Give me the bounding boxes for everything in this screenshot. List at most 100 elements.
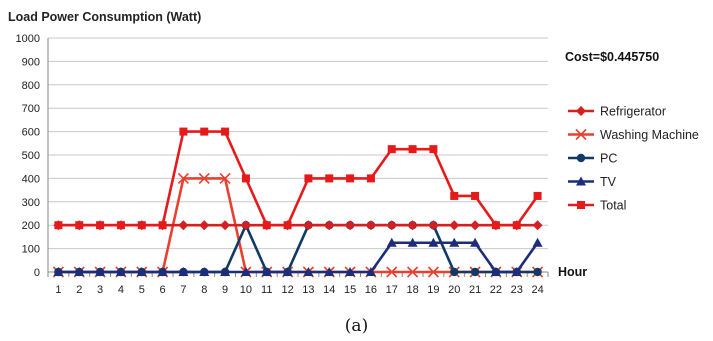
- legend-marker: [576, 153, 586, 163]
- data-point-total: [450, 191, 459, 200]
- data-point-total: [137, 221, 146, 230]
- data-point-total: [387, 145, 396, 154]
- marker-stroke: [407, 266, 419, 278]
- data-point-refrigerator: [532, 220, 543, 231]
- data-point-refrigerator: [428, 220, 439, 231]
- data-point-refrigerator: [324, 220, 335, 231]
- x-tick-label: 7: [180, 284, 186, 296]
- marker-stroke: [386, 266, 398, 278]
- data-point-tv: [470, 237, 481, 247]
- y-tick-label: 100: [22, 244, 40, 256]
- data-point-washing-machine: [407, 266, 419, 278]
- data-point-pc: [533, 267, 542, 277]
- x-tick-label: 11: [261, 284, 272, 296]
- figure-caption: (a): [344, 316, 369, 336]
- data-point-tv: [303, 267, 314, 276]
- data-point-tv: [53, 267, 64, 276]
- data-point-total: [221, 127, 230, 136]
- data-point-refrigerator: [407, 220, 418, 231]
- data-point-refrigerator: [303, 220, 314, 231]
- chart-title: Load Power Consumption (Watt): [8, 10, 202, 24]
- x-tick-label: 24: [531, 284, 543, 296]
- data-point-washing-machine: [427, 266, 439, 278]
- y-tick-label: 1000: [16, 33, 40, 45]
- legend-label: TV: [600, 175, 617, 189]
- x-tick-label: 15: [344, 284, 356, 296]
- series-tv: [53, 237, 543, 276]
- data-point-tv: [136, 267, 147, 276]
- legend-marker: [576, 176, 586, 186]
- data-point-total: [304, 174, 313, 183]
- data-point-total: [366, 174, 375, 183]
- data-point-tv: [511, 267, 522, 276]
- data-point-tv: [324, 267, 335, 276]
- y-tick-label: 200: [22, 220, 40, 232]
- data-point-washing-machine: [219, 172, 231, 184]
- x-tick-label: 6: [160, 284, 166, 296]
- data-point-refrigerator: [220, 220, 231, 231]
- y-tick-label: 700: [22, 103, 40, 115]
- x-tick-label: 17: [386, 284, 398, 296]
- data-point-tv: [95, 267, 106, 276]
- data-point-total: [408, 145, 417, 154]
- data-point-tv: [199, 267, 210, 276]
- legend: Refrigerator Washing Machine PC TV Total: [568, 105, 699, 213]
- data-point-total: [491, 221, 500, 230]
- y-tick-label: 600: [22, 127, 40, 139]
- y-tick-label: 400: [22, 173, 40, 185]
- y-tick-label: 0: [34, 267, 40, 279]
- legend-label: Washing Machine: [600, 128, 699, 142]
- data-point-tv: [74, 267, 85, 276]
- x-tick-label: 16: [365, 284, 377, 296]
- series-total: [54, 127, 542, 230]
- x-tick-label: 4: [118, 284, 124, 296]
- data-point-washing-machine: [386, 266, 398, 278]
- data-point-tv: [490, 267, 501, 276]
- data-point-total: [283, 221, 292, 230]
- data-point-total: [533, 191, 542, 200]
- legend-label: Total: [600, 199, 626, 213]
- data-point-tv: [407, 237, 418, 247]
- data-point-total: [429, 145, 438, 154]
- marker-stroke: [427, 266, 439, 278]
- x-tick-label: 19: [427, 284, 439, 296]
- data-point-tv: [261, 267, 272, 276]
- x-tick-label: 18: [406, 284, 418, 296]
- data-point-total: [75, 221, 84, 230]
- data-point-refrigerator: [449, 220, 460, 231]
- data-point-total: [325, 174, 334, 183]
- data-point-refrigerator: [240, 220, 251, 231]
- y-tick-label: 300: [22, 197, 40, 209]
- x-axis-label: Hour: [558, 265, 587, 279]
- data-point-tv: [449, 237, 460, 247]
- legend-marker: [576, 106, 586, 116]
- data-point-total: [241, 174, 250, 183]
- x-tick-label: 8: [201, 284, 207, 296]
- legend-item-refrigerator: Refrigerator: [568, 105, 666, 119]
- data-point-tv: [220, 267, 231, 276]
- x-tick-label: 20: [448, 284, 460, 296]
- x-tick-label: 3: [97, 284, 103, 296]
- x-tick-label: 10: [240, 284, 252, 296]
- data-point-tv: [532, 237, 543, 247]
- y-tick-label: 900: [22, 56, 40, 68]
- data-point-refrigerator: [386, 220, 397, 231]
- legend-label: Refrigerator: [600, 105, 666, 119]
- data-point-refrigerator: [178, 220, 189, 231]
- marker-stroke: [177, 172, 189, 184]
- x-tick-label: 12: [281, 284, 293, 296]
- data-point-tv: [386, 237, 397, 247]
- data-point-refrigerator: [470, 220, 481, 231]
- x-tick-label: 23: [511, 284, 523, 296]
- series-lines: [52, 127, 544, 278]
- x-tick-label: 21: [469, 284, 481, 296]
- data-point-tv: [365, 267, 376, 276]
- data-point-total: [200, 127, 209, 136]
- marker-stroke: [575, 128, 587, 141]
- data-point-tv: [240, 267, 251, 276]
- data-point-tv: [115, 267, 126, 276]
- marker-stroke: [198, 172, 210, 184]
- x-tick-label: 1: [55, 284, 61, 296]
- data-point-tv: [428, 237, 439, 247]
